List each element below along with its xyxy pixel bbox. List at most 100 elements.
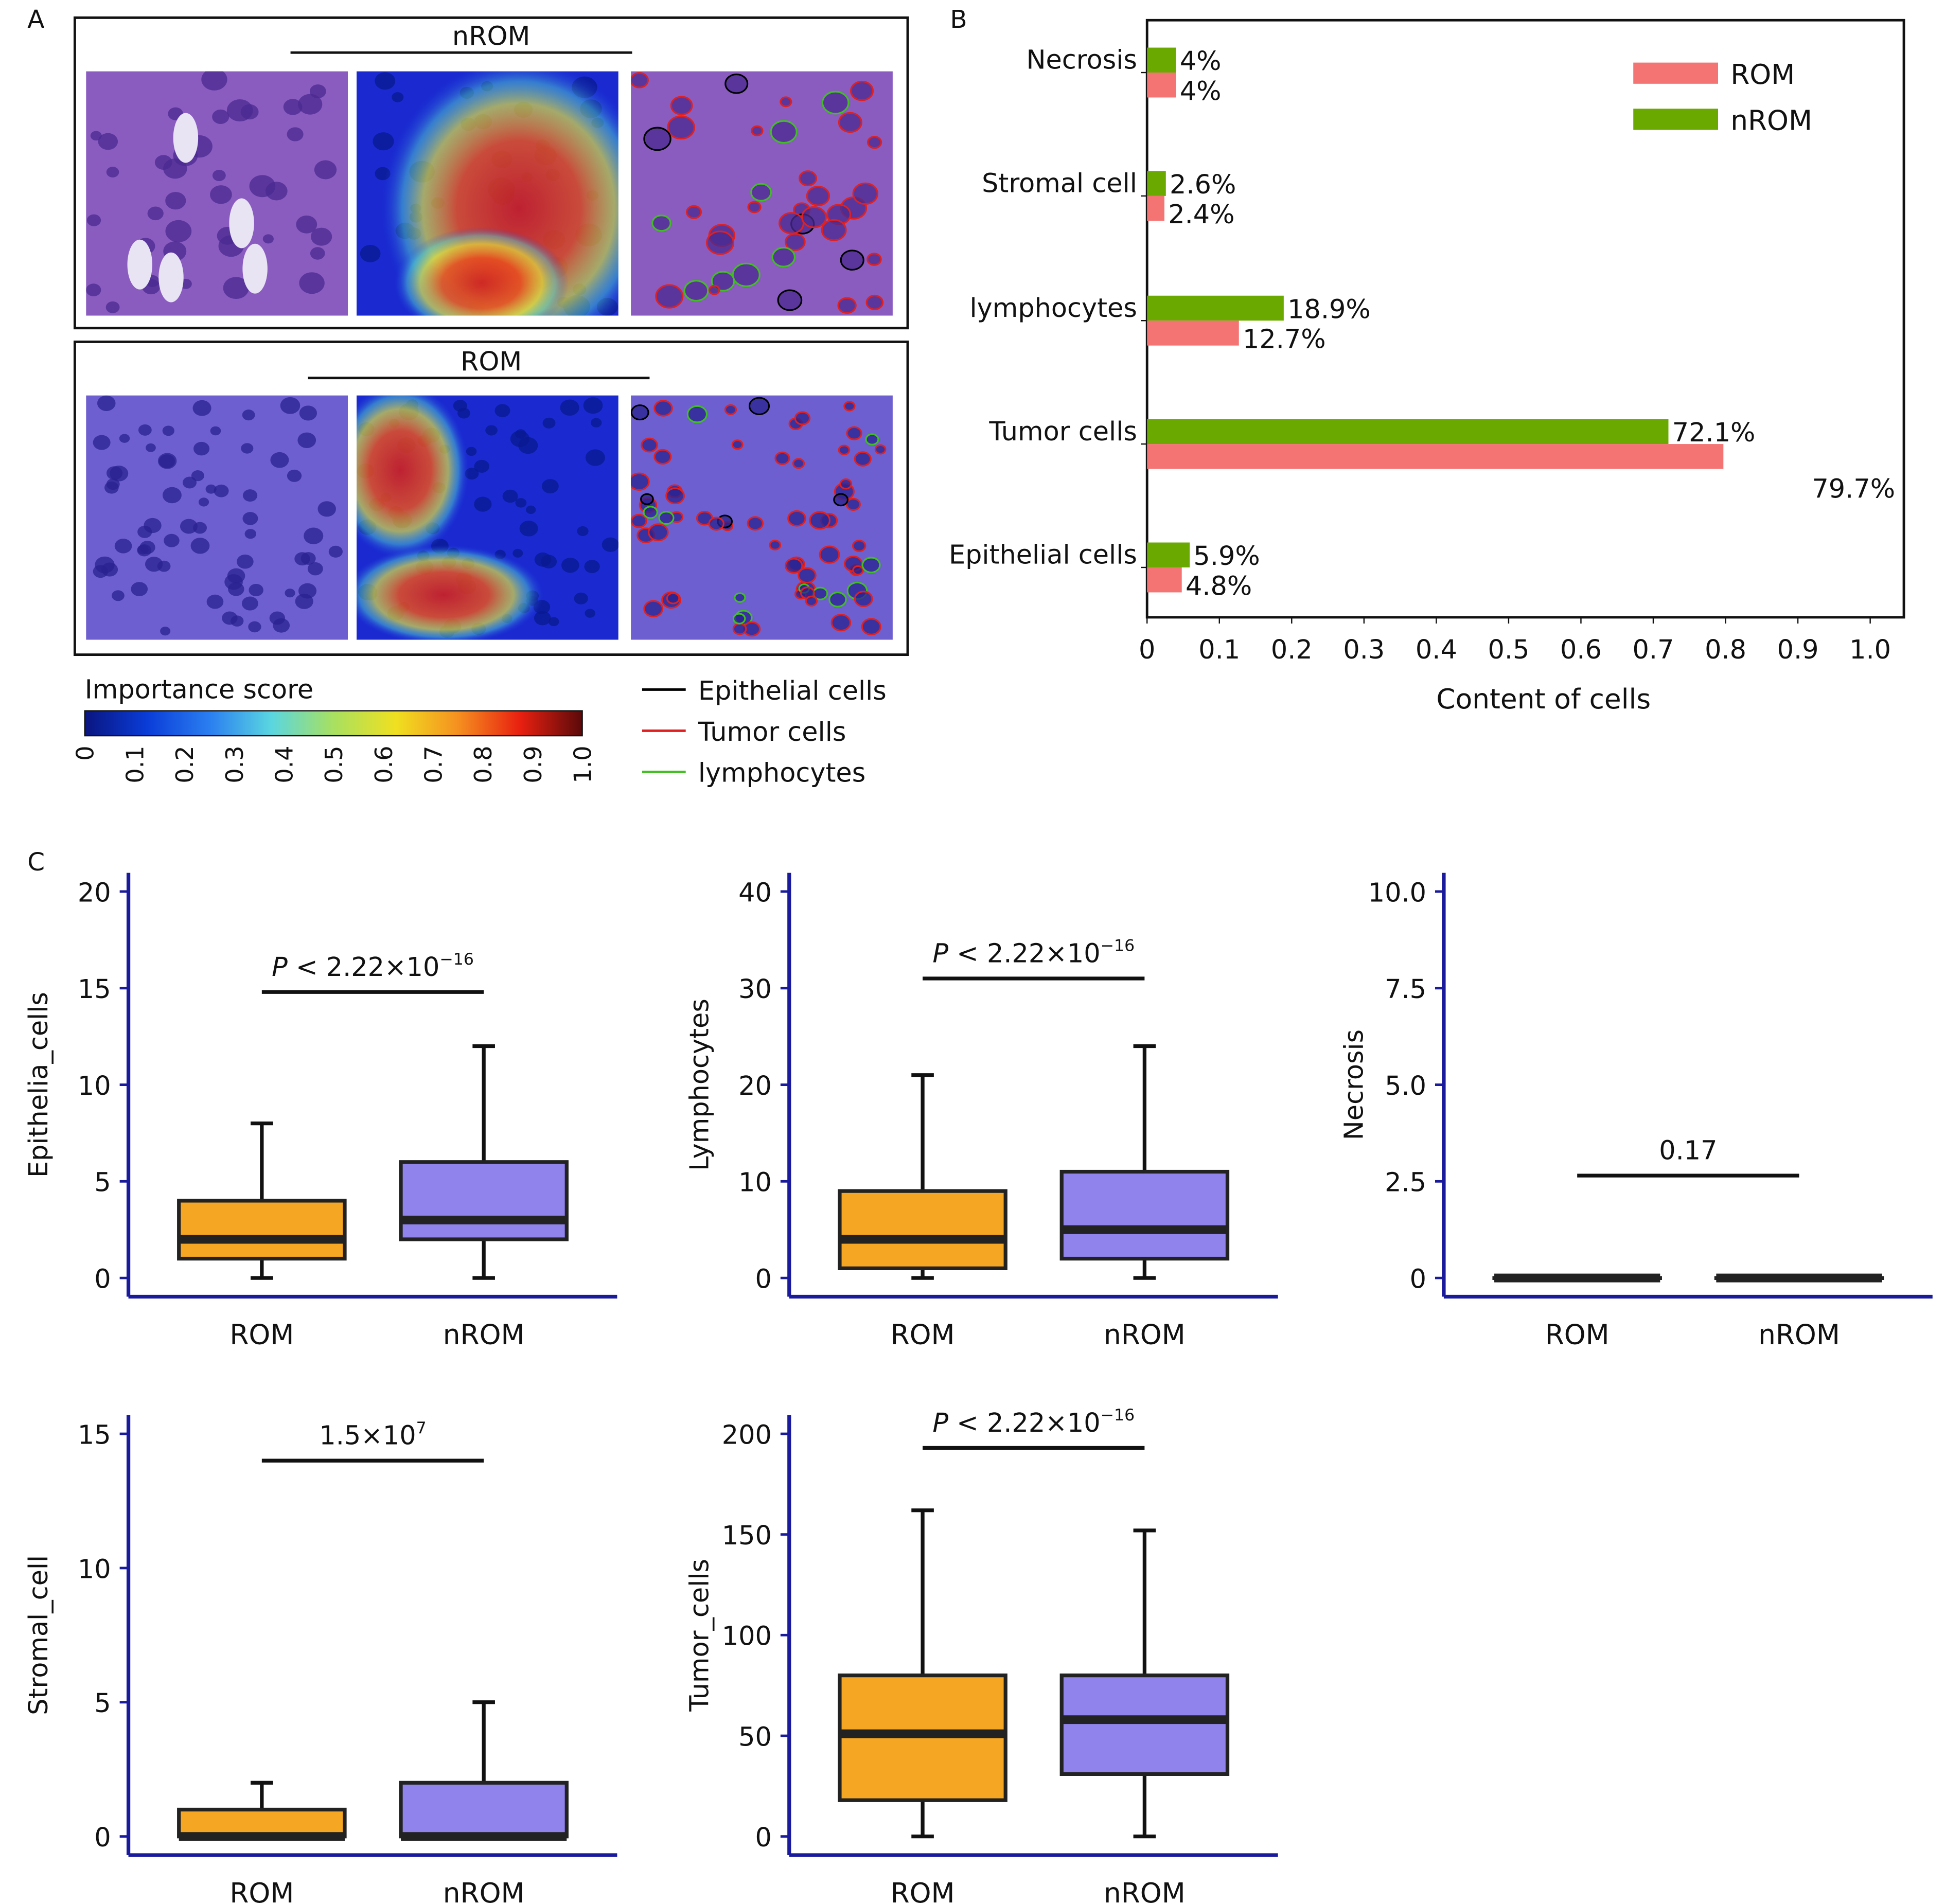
y-tick-label: 2.5 <box>1385 1167 1426 1198</box>
bar-label-nrom: 2.6% <box>1170 169 1236 200</box>
y-tick-label: 20 <box>78 877 111 907</box>
box <box>177 1199 347 1261</box>
category-label: Tumor cells <box>988 416 1137 447</box>
colorbar-tick: 0.2 <box>171 745 199 783</box>
bar-rom <box>1147 195 1164 221</box>
nrom-label: nROM <box>452 21 531 51</box>
legend-swatch <box>1633 62 1718 84</box>
colorbar-tick: 0.8 <box>469 745 497 783</box>
x-tick-label: ROM <box>229 1319 294 1351</box>
x-tick-label: nROM <box>443 1319 525 1351</box>
y-tick-label: 10 <box>738 1167 772 1198</box>
y-axis-label: Epithelia_cells <box>23 992 54 1178</box>
boxplot-necrosis: 0 2.5 5.0 7.5 10.0 Necrosis ROM nROM 0.17 <box>1338 873 1933 1351</box>
x-tick-label: 0.9 <box>1777 634 1819 665</box>
x-tick-label: 0.2 <box>1271 634 1313 665</box>
y-tick-label: 0 <box>94 1264 111 1294</box>
box <box>1059 1673 1230 1776</box>
colorbar-tick: 1.0 <box>569 745 597 783</box>
histology-image <box>86 71 348 316</box>
panel-label-c: C <box>27 848 45 877</box>
bar-nrom <box>1147 419 1669 444</box>
x-tick-label: 1.0 <box>1849 634 1891 665</box>
x-tick-label: ROM <box>891 1877 955 1904</box>
y-tick-label: 100 <box>722 1621 772 1651</box>
x-tick-label: 0.8 <box>1705 634 1746 665</box>
x-tick-label: nROM <box>1104 1319 1186 1351</box>
y-tick-label: 7.5 <box>1385 974 1426 1004</box>
box <box>399 1160 569 1241</box>
category-label: Epithelial cells <box>949 540 1137 570</box>
panel-b-bar-chart: Necrosis 4%4% Stromal cell 2.6%2.4% lymphocy… <box>949 19 1905 715</box>
x-tick-label: nROM <box>1104 1877 1186 1904</box>
colorbar-tick: 0.9 <box>519 745 547 783</box>
y-tick-label: 30 <box>738 974 772 1004</box>
boxplot-lymphocytes: 0 10 20 30 40 Lymphocytes ROM nROM P < 2.22×10−1… <box>684 873 1278 1351</box>
p-value-label: P < 2.22×10−16 <box>932 937 1135 969</box>
segmentation-image <box>631 71 893 316</box>
y-axis-label: Stromal_cell <box>23 1555 54 1715</box>
bar-label-nrom: 5.9% <box>1193 541 1260 571</box>
colorbar-tick: 0.5 <box>320 745 348 783</box>
bar-label-rom: 4% <box>1180 76 1222 106</box>
boxplot-epithelia_cells: 0 5 10 15 20 Epithelia_cells ROM nROM P < 2.22×1… <box>23 873 617 1351</box>
y-tick-label: 0 <box>94 1822 111 1853</box>
bar-label-nrom: 72.1% <box>1672 417 1756 448</box>
x-tick-label: 0.4 <box>1416 634 1457 665</box>
y-axis-label: Necrosis <box>1338 1029 1369 1140</box>
colorbar-tick: 0.3 <box>221 745 249 783</box>
heatmap-image <box>357 395 618 640</box>
boxplot-stromal_cell: 0 5 10 15 Stromal_cell ROM nROM 1.5×107 <box>23 1415 617 1904</box>
y-tick-label: 15 <box>78 974 111 1004</box>
colorbar-title: Importance score <box>85 674 313 704</box>
legend-label: nROM <box>1730 104 1812 136</box>
colorbar-tick: 0.1 <box>121 745 149 783</box>
colorbar-tick: 0 <box>72 745 99 760</box>
category-label: lymphocytes <box>970 293 1137 323</box>
x-tick-label: nROM <box>443 1877 525 1904</box>
x-tick-label: ROM <box>1545 1319 1610 1351</box>
bar-label-nrom: 18.9% <box>1287 294 1371 324</box>
rom-label: ROM <box>461 346 522 377</box>
bar-label-rom: 4.8% <box>1186 571 1252 601</box>
panel-label-a: A <box>27 5 44 34</box>
colorbar-tick: 0.7 <box>419 745 447 783</box>
panel-label-b: B <box>950 5 967 34</box>
heatmap-image <box>357 71 618 316</box>
colorbar-tick: 0.4 <box>270 745 298 783</box>
y-tick-label: 0 <box>1410 1264 1426 1294</box>
legend-swatch <box>1633 109 1718 130</box>
bar-nrom <box>1147 542 1190 567</box>
bar-nrom <box>1147 47 1176 73</box>
histology-image <box>86 395 348 640</box>
y-tick-label: 5 <box>94 1167 111 1198</box>
bar-label-rom: 79.7% <box>1812 473 1895 504</box>
boxplot-tumor_cells: 0 50 100 150 200 Tumor_cells ROM nROM P < 2.22×1… <box>684 1406 1278 1904</box>
colorbar <box>84 710 583 737</box>
box <box>1059 1169 1230 1261</box>
x-tick-label: 0.6 <box>1560 634 1602 665</box>
y-tick-label: 0 <box>755 1264 772 1294</box>
segmentation-image <box>631 395 893 640</box>
y-tick-label: 15 <box>78 1419 111 1450</box>
y-tick-label: 0 <box>755 1822 772 1853</box>
legend-label: lymphocytes <box>698 758 865 788</box>
p-value-label: 0.17 <box>1659 1135 1717 1166</box>
y-tick-label: 10 <box>78 1554 111 1584</box>
x-axis-label: Content of cells <box>1436 683 1651 715</box>
x-tick-label: 0.1 <box>1198 634 1240 665</box>
y-tick-label: 150 <box>722 1520 772 1551</box>
bar-label-nrom: 4% <box>1180 46 1222 76</box>
legend-label: Tumor cells <box>698 717 846 747</box>
nrom-frame <box>73 16 909 330</box>
x-tick-label: nROM <box>1758 1319 1840 1351</box>
p-value-label: P < 2.22×10−16 <box>272 950 474 982</box>
y-tick-label: 20 <box>738 1071 772 1101</box>
y-axis-label: Lymphocytes <box>684 999 714 1171</box>
y-tick-label: 200 <box>722 1419 772 1450</box>
x-tick-label: 0 <box>1139 634 1155 665</box>
box <box>838 1189 1007 1270</box>
bar-rom <box>1147 73 1176 98</box>
bar-rom <box>1147 444 1724 469</box>
